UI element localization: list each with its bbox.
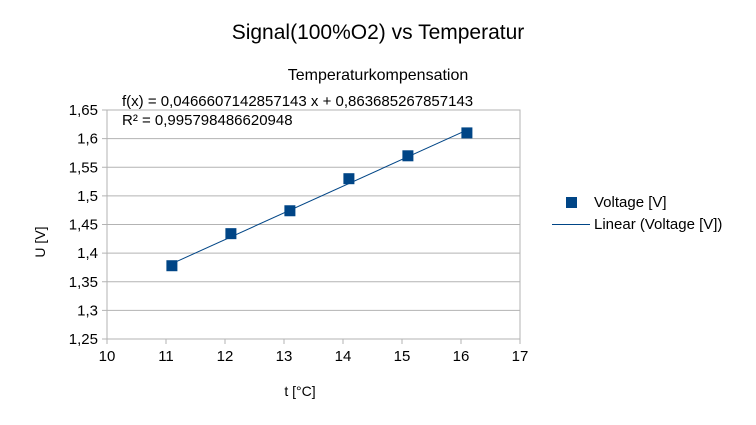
- x-tick-label: 16: [453, 348, 470, 365]
- legend: Voltage [V] Linear (Voltage [V]): [552, 191, 752, 235]
- x-axis-label: t [°C]: [284, 383, 316, 399]
- y-axis-label: U [V]: [32, 226, 48, 258]
- chart-title: Signal(100%O2) vs Temperatur: [231, 21, 525, 44]
- y-tick-label: 1,65: [69, 102, 98, 119]
- y-tick-label: 1,3: [77, 302, 98, 319]
- y-tick-label: 1,6: [77, 131, 98, 148]
- x-tick-label: 17: [512, 348, 529, 365]
- data-point-marker: [402, 150, 414, 162]
- data-point-marker: [225, 228, 237, 240]
- trendline-r-squared: R² = 0,995798486620948: [122, 112, 293, 129]
- x-tick-label: 12: [217, 348, 234, 365]
- x-tick-label: 13: [276, 348, 293, 365]
- legend-item-linear: Linear (Voltage [V]): [552, 213, 752, 235]
- legend-label-voltage: Voltage [V]: [594, 193, 667, 211]
- x-tick-label: 14: [335, 348, 352, 365]
- y-tick-label: 1,45: [69, 217, 98, 234]
- x-tick-label: 15: [394, 348, 411, 365]
- y-tick-label: 1,5: [77, 188, 98, 205]
- trendline-equation: f(x) = 0,0466607142857143 x + 0,86368526…: [122, 93, 474, 110]
- trendline: [171, 129, 468, 265]
- y-tick-label: 1,55: [69, 159, 98, 176]
- legend-item-voltage: Voltage [V]: [552, 191, 752, 213]
- y-tick-label: 1,4: [77, 245, 98, 262]
- x-tick-label: 10: [99, 348, 116, 365]
- plot-frame: [106, 109, 521, 340]
- legend-label-linear: Linear (Voltage [V]): [594, 215, 723, 233]
- x-tick-label: 11: [158, 348, 174, 365]
- data-point-marker: [166, 260, 178, 272]
- data-point-marker: [461, 127, 473, 139]
- legend-line-icon: [552, 213, 590, 235]
- y-tick-label: 1,25: [69, 331, 98, 348]
- data-point-marker: [343, 173, 355, 185]
- data-point-marker: [284, 205, 296, 217]
- chart-subtitle: Temperaturkompensation: [287, 67, 469, 84]
- legend-square-marker-icon: [552, 191, 590, 213]
- y-tick-label: 1,35: [69, 274, 98, 291]
